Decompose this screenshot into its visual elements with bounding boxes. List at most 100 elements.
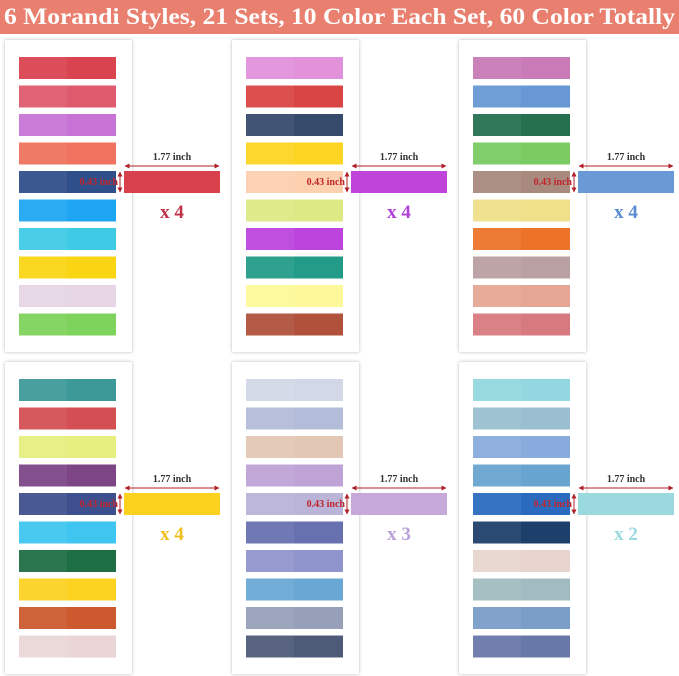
- sample-tab: [351, 171, 447, 193]
- sticky-tab: [19, 57, 116, 79]
- sticky-tab: [19, 407, 116, 430]
- sticky-tab: [473, 464, 570, 487]
- sticky-tab: [246, 436, 343, 458]
- tab-sheen: [246, 256, 294, 279]
- width-label: 1.77 inch: [153, 152, 192, 163]
- sticky-tab: [473, 493, 570, 515]
- tab-sheen: [19, 57, 67, 79]
- sticky-tab: [473, 436, 570, 458]
- sticky-tab: [19, 285, 116, 307]
- sticky-tab: [473, 313, 570, 336]
- sample-tab: [351, 493, 447, 515]
- sticky-tab: [19, 635, 116, 658]
- tab-sheen: [246, 635, 294, 658]
- width-label: 1.77 inch: [380, 474, 419, 485]
- sticky-tab: [19, 493, 116, 515]
- sticky-tab: [473, 607, 570, 629]
- height-label: 0.43 inch: [307, 499, 346, 510]
- sticky-tab: [473, 57, 570, 79]
- tab-sheen: [246, 57, 294, 79]
- sticky-tab: [473, 142, 570, 165]
- tab-sheen: [19, 142, 67, 165]
- tab-sheen: [246, 521, 294, 544]
- tab-sheen: [246, 464, 294, 487]
- sticky-tab: [246, 635, 343, 658]
- sticky-tab: [246, 285, 343, 307]
- sticky-tab: [19, 228, 116, 250]
- sticky-tab: [473, 285, 570, 307]
- width-label: 1.77 inch: [380, 152, 419, 163]
- sticky-tab: [246, 313, 343, 336]
- tab-sheen: [473, 313, 521, 336]
- tab-sheen: [473, 436, 521, 458]
- sample-tab: [124, 171, 220, 193]
- banner-title: 6 Morandi Styles, 21 Sets, 10 Color Each…: [4, 4, 676, 29]
- tab-sheen: [19, 171, 67, 193]
- sticky-tab: [473, 635, 570, 658]
- count-label: x 4: [160, 202, 184, 223]
- tab-sheen: [473, 607, 521, 629]
- tab-sheen: [19, 256, 67, 279]
- sticky-tab: [473, 578, 570, 601]
- tab-sheen: [19, 578, 67, 601]
- tab-sheen: [473, 142, 521, 165]
- height-label: 0.43 inch: [80, 499, 119, 510]
- tab-sheen: [19, 607, 67, 629]
- tab-sheen: [19, 493, 67, 515]
- sticky-tab: [473, 550, 570, 572]
- tab-sheen: [473, 550, 521, 572]
- sticky-tab: [246, 114, 343, 136]
- sticky-tab: [473, 256, 570, 279]
- count-label: x 4: [614, 202, 638, 223]
- tab-sheen: [19, 285, 67, 307]
- sticky-tab: [246, 407, 343, 430]
- tab-sheen: [246, 285, 294, 307]
- tab-sheen: [246, 550, 294, 572]
- sticky-tab: [19, 313, 116, 336]
- sample-tab: [124, 493, 220, 515]
- sticky-tab: [246, 256, 343, 279]
- sample-tab: [578, 493, 674, 515]
- tab-sheen: [246, 85, 294, 108]
- sticky-tab: [246, 550, 343, 572]
- tab-sheen: [19, 379, 67, 401]
- tab-sheen: [473, 285, 521, 307]
- tab-sheen: [473, 493, 521, 515]
- sticky-tab: [246, 57, 343, 79]
- sticky-tab: [246, 578, 343, 601]
- sticky-tab: [473, 521, 570, 544]
- tab-sheen: [19, 436, 67, 458]
- sticky-tab: [19, 256, 116, 279]
- count-label: x 3: [387, 524, 411, 545]
- tab-sheen: [246, 436, 294, 458]
- tab-sheen: [19, 464, 67, 487]
- sticky-tab: [473, 407, 570, 430]
- sticky-tab: [19, 199, 116, 222]
- tab-sheen: [473, 199, 521, 222]
- sticky-tab: [19, 114, 116, 136]
- sticky-tab: [19, 142, 116, 165]
- tab-sheen: [19, 114, 67, 136]
- tab-sheen: [19, 228, 67, 250]
- tab-sheen: [246, 171, 294, 193]
- sticky-tab: [246, 464, 343, 487]
- sticky-tab: [246, 142, 343, 165]
- sticky-tab: [19, 550, 116, 572]
- sticky-tab: [19, 436, 116, 458]
- tab-sheen: [19, 635, 67, 658]
- tab-sheen: [473, 407, 521, 430]
- tab-sheen: [19, 407, 67, 430]
- tab-sheen: [246, 379, 294, 401]
- banner: [0, 0, 679, 34]
- sticky-tab: [246, 85, 343, 108]
- width-label: 1.77 inch: [607, 474, 646, 485]
- sticky-tab: [246, 199, 343, 222]
- tab-sheen: [246, 578, 294, 601]
- sticky-tab: [246, 171, 343, 193]
- sticky-tab: [19, 578, 116, 601]
- width-label: 1.77 inch: [153, 474, 192, 485]
- sticky-tab: [473, 379, 570, 401]
- tab-sheen: [19, 550, 67, 572]
- tab-sheen: [246, 199, 294, 222]
